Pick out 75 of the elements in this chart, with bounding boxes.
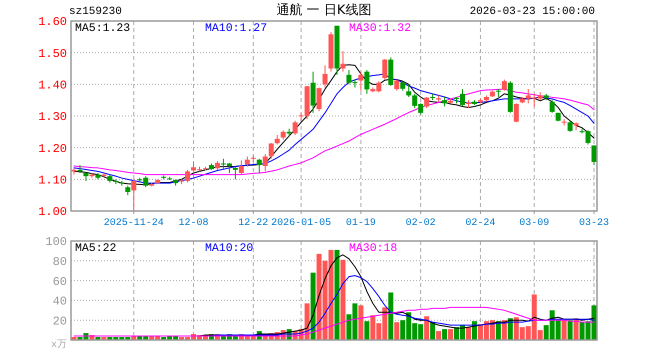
text: MA30:1.32 [349,22,412,35]
x-tick-label: 03-09 [519,218,550,229]
bar [436,331,442,340]
x-tick-label: 12-08 [178,218,209,229]
y-tick-label: 20 [52,314,67,328]
candlestick [358,71,364,92]
text: MA5:22 [75,242,117,255]
bar [448,329,454,340]
candlestick [256,158,262,174]
candlestick [550,100,555,114]
y-tick-label: 1.40 [38,78,67,93]
y-tick-label: 60 [52,274,67,289]
y-tick-label: 1.20 [38,142,67,156]
x-tick-label: 12-22 [238,218,268,229]
candlestick [238,160,244,176]
y-tick-label: 1.60 [38,15,67,30]
candlestick [292,120,298,136]
bar [562,320,567,340]
candlestick [400,80,406,92]
y-axis-title: x万 [50,339,67,351]
candlestick [502,79,507,92]
candlestick [382,58,388,80]
candlestick [268,142,274,160]
bar [424,316,430,340]
line-series [73,88,595,176]
bar [430,322,436,340]
bar [334,250,340,340]
candlestick [442,96,448,107]
bar [394,322,400,340]
candlestick [316,87,322,112]
candlestick [125,185,130,196]
text: MA10:20 [205,242,254,255]
candlestick [131,178,136,212]
x-tick-label: 02-02 [406,218,436,229]
y-tick-label: 1.10 [38,174,67,188]
bar [310,272,316,340]
y-tick-label: 1.50 [38,46,67,61]
y-tick-label: 40 [52,294,67,309]
y-tick-label: 1.30 [38,110,67,124]
y-tick-label: 1.00 [38,205,67,220]
bar [358,305,364,340]
bar [340,260,346,340]
candlestick [514,102,519,123]
y-tick-label: 100 [45,235,67,250]
chart-title: 通航 一 日K线图 [276,3,372,18]
bar [466,327,471,340]
text: 2026-03-23 15:00:00 [470,6,595,18]
text: MA5:1.23 [75,22,130,35]
text: MA10:1.27 [205,22,268,35]
candlestick [232,166,238,180]
y-tick-label: 80 [52,255,67,269]
candlestick [424,96,430,109]
candlestick [568,120,573,132]
bar [442,329,448,340]
candlestick [322,64,328,88]
candlestick [394,79,400,92]
candlestick [244,156,250,168]
x-tick-label: 02-24 [465,218,496,229]
candlestick [364,70,370,94]
chart-subtitle: sz159230 [69,6,122,18]
x-tick-label: 2026-01-05 [271,218,332,229]
x-tick-label: 2025-11-24 [104,218,164,229]
candlestick [592,144,597,166]
bar [568,320,573,340]
candlestick [406,84,412,98]
x-tick-label: 03-23 [579,218,610,229]
candlestick [310,71,316,114]
bar [388,292,394,340]
text: MA30:18 [349,242,398,255]
x-tick-label: 01-19 [346,218,376,229]
candlestick [280,130,286,140]
candlestick [262,154,268,172]
candlestick [274,134,280,145]
candlestick [340,50,346,72]
bar [364,321,370,340]
